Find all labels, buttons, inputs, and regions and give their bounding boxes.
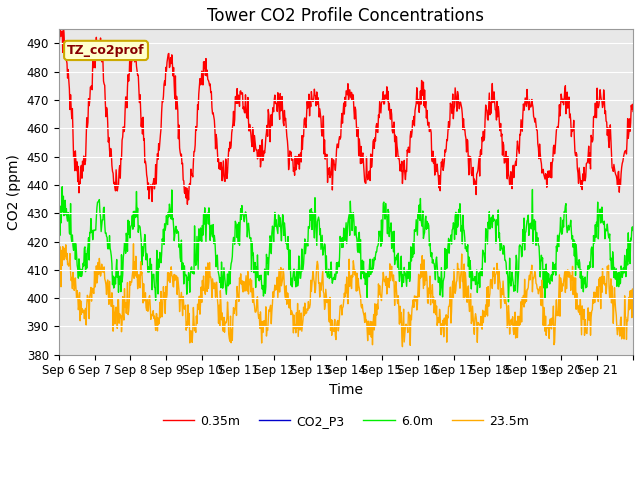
23.5m <box>399 344 406 349</box>
23.5m <box>162 284 170 289</box>
0.35m <box>83 115 91 120</box>
Line: 6.0m: 6.0m <box>59 187 633 302</box>
Line: 0.35m: 0.35m <box>59 27 633 204</box>
6.0m <box>611 264 618 270</box>
X-axis label: Time: Time <box>329 383 363 397</box>
6.0m <box>58 184 66 190</box>
23.5m <box>629 290 637 296</box>
Y-axis label: CO2 (ppm): CO2 (ppm) <box>7 154 21 230</box>
23.5m <box>602 281 609 287</box>
23.5m <box>55 266 63 272</box>
6.0m <box>55 195 63 201</box>
Legend: 0.35m, CO2_P3, 6.0m, 23.5m: 0.35m, CO2_P3, 6.0m, 23.5m <box>157 410 534 433</box>
23.5m <box>130 241 138 247</box>
23.5m <box>394 300 401 306</box>
Title: Tower CO2 Profile Concentrations: Tower CO2 Profile Concentrations <box>207 7 484 25</box>
6.0m <box>294 283 301 289</box>
6.0m <box>394 264 401 270</box>
0.35m <box>629 108 637 114</box>
0.35m <box>394 156 402 161</box>
0.35m <box>611 166 618 171</box>
23.5m <box>611 285 618 290</box>
0.35m <box>60 24 67 30</box>
6.0m <box>629 228 637 233</box>
6.0m <box>602 226 609 232</box>
6.0m <box>162 223 170 228</box>
23.5m <box>83 322 90 328</box>
0.35m <box>602 108 609 114</box>
0.35m <box>294 161 302 167</box>
23.5m <box>294 300 301 306</box>
0.35m <box>55 28 63 34</box>
0.35m <box>184 202 191 207</box>
6.0m <box>504 299 512 305</box>
Line: 23.5m: 23.5m <box>59 244 633 347</box>
Text: TZ_co2prof: TZ_co2prof <box>67 44 145 57</box>
6.0m <box>83 265 91 271</box>
0.35m <box>162 64 170 70</box>
